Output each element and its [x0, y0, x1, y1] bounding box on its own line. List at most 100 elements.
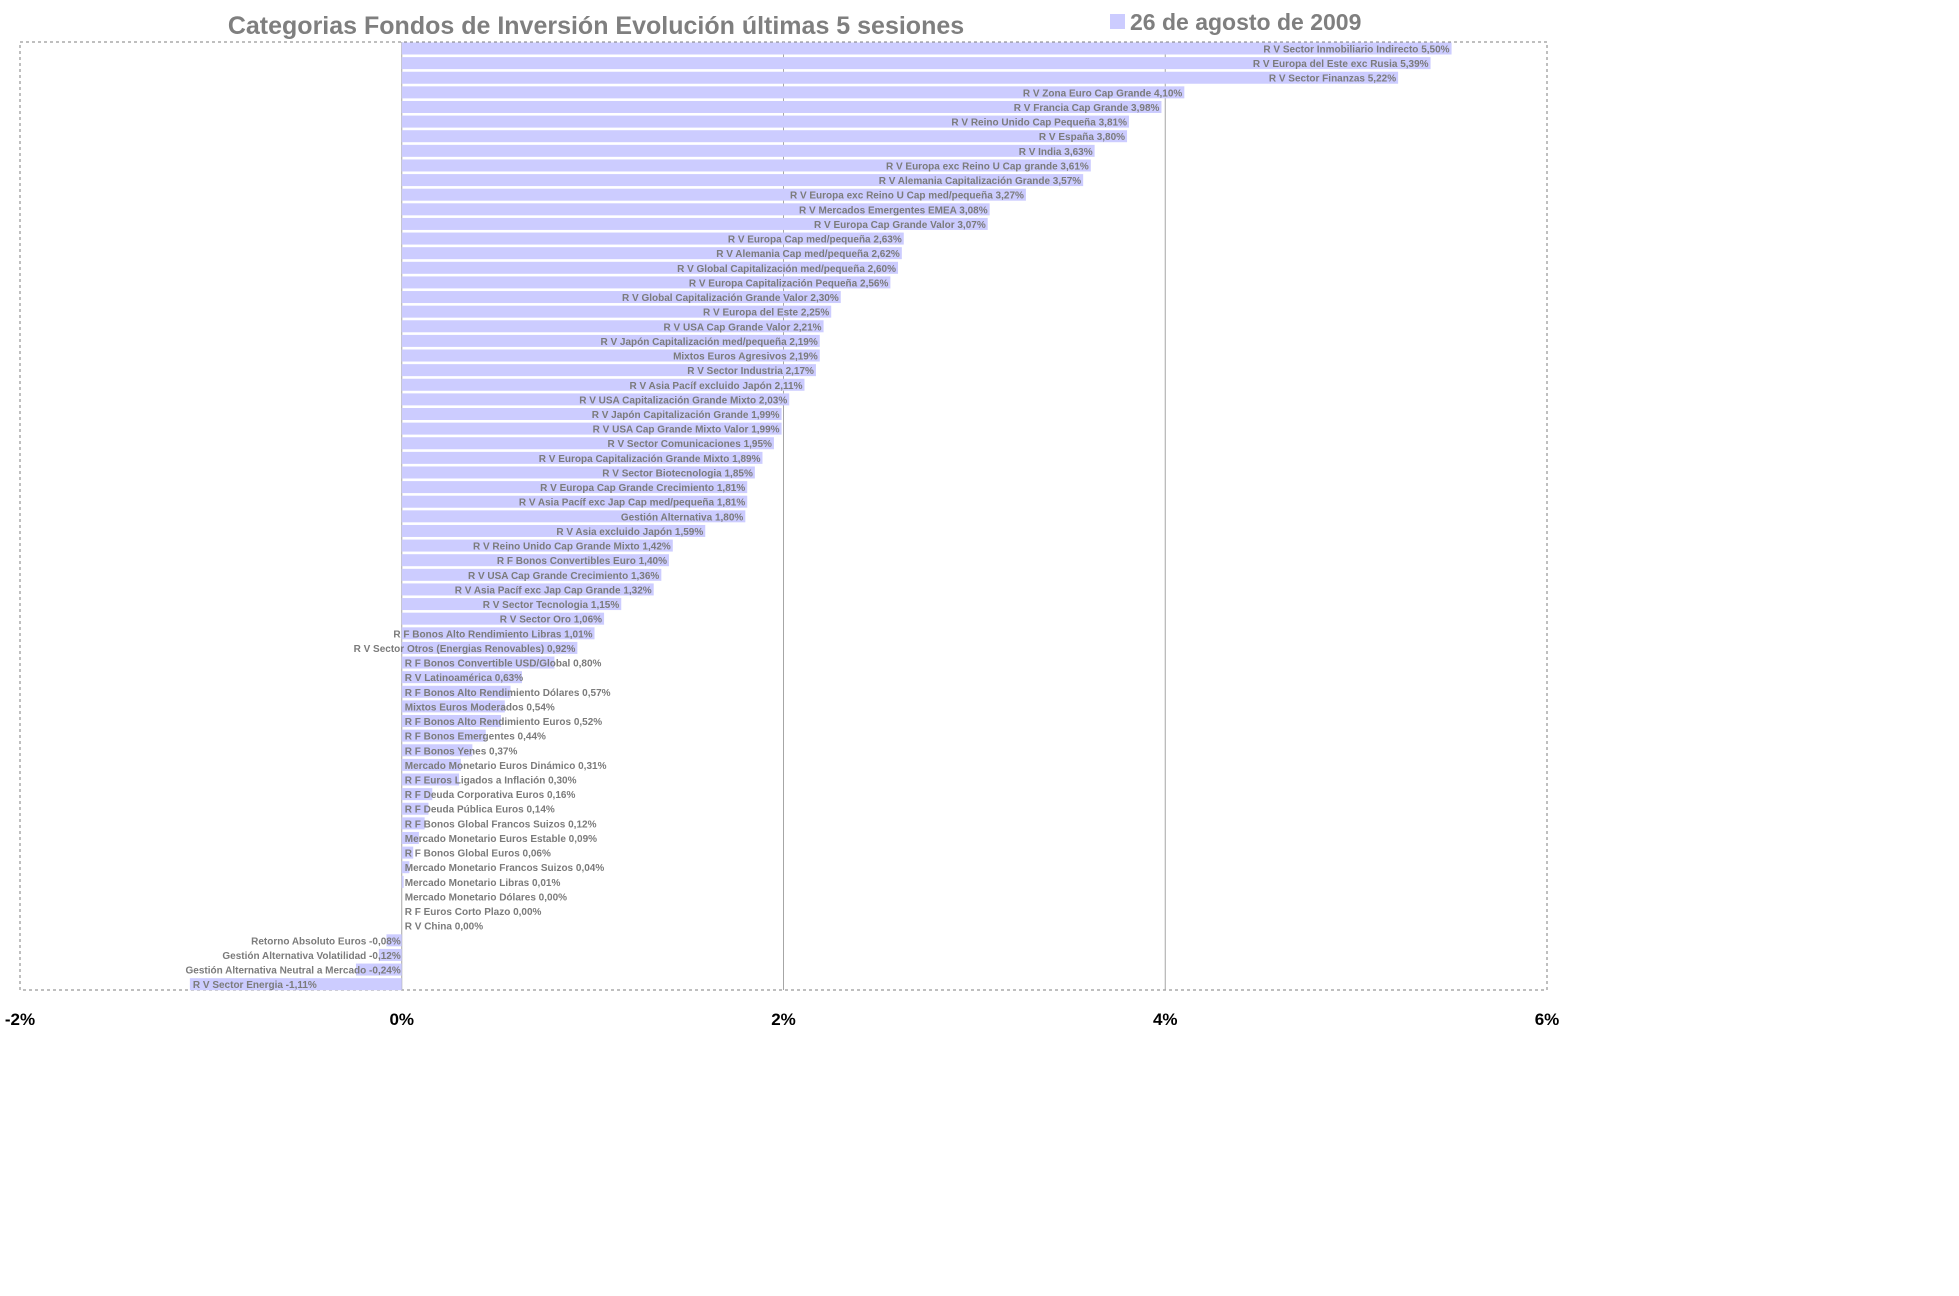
bar-label: R V Europa Capitalización Grande Mixto 1… — [539, 454, 761, 465]
legend-swatch — [1110, 14, 1125, 29]
bar-label: R V Japón Capitalización med/pequeña 2,1… — [600, 337, 817, 348]
bar — [401, 130, 1128, 143]
bar-label: R V Alemania Capitalización Grande 3,57% — [879, 176, 1082, 187]
bar — [401, 802, 429, 815]
bar — [401, 539, 673, 552]
bar-label: R V USA Cap Grande Valor 2,21% — [664, 322, 822, 333]
x-tick-label: 2% — [771, 1010, 796, 1029]
bar — [401, 875, 404, 888]
legend: 26 de agosto de 2009 — [1110, 9, 1361, 35]
bar-label: Mercado Monetario Francos Suizos 0,04% — [405, 863, 605, 874]
bar-label: R V Zona Euro Cap Grande 4,10% — [1023, 88, 1183, 99]
bar-label: R V Sector Industria 2,17% — [687, 366, 814, 377]
bar — [401, 466, 755, 479]
bar — [401, 203, 990, 216]
bar — [401, 349, 820, 362]
bar — [401, 276, 891, 289]
bar — [401, 510, 746, 523]
legend-label: 26 de agosto de 2009 — [1130, 9, 1361, 35]
bar — [401, 86, 1185, 99]
bar-label: R V Global Capitalización Grande Valor 2… — [622, 293, 839, 304]
bar — [401, 232, 904, 245]
bar-label: R V Japón Capitalización Grande 1,99% — [592, 410, 780, 421]
bar-label: R F Bonos Alto Rendimiento Euros 0,52% — [405, 717, 603, 728]
bar-label: R F Bonos Global Francos Suizos 0,12% — [405, 819, 597, 830]
bar-label: R V Asia excluido Japón 1,59% — [556, 527, 703, 538]
bar — [355, 963, 402, 976]
bar — [401, 685, 511, 698]
bar — [401, 641, 578, 654]
bar — [401, 334, 820, 347]
bar-label: R V Alemania Cap med/pequeña 2,62% — [716, 249, 900, 260]
bar — [401, 100, 1162, 113]
bar-label: R F Bonos Yenes 0,37% — [405, 746, 518, 757]
bar — [401, 57, 1431, 70]
bar — [401, 408, 782, 420]
bar-labels: R V Sector Inmobiliario Indirecto 5,50% R… — [185, 45, 1449, 992]
bar-label: Mixtos Euros Agresivos 2,19% — [673, 352, 818, 363]
bar-label: R V Sector Otros (Energias Renovables) 0… — [354, 644, 576, 655]
bar — [401, 393, 790, 406]
bar-label: R V Latinoamérica 0,63% — [405, 673, 523, 684]
bar — [401, 524, 706, 537]
bar — [401, 671, 523, 684]
bar-label: R V Sector Biotecnologia 1,85% — [602, 468, 753, 479]
x-axis: -2% 0% 2% 4% 6% — [5, 1010, 1559, 1029]
bar — [386, 934, 402, 947]
bar — [401, 729, 486, 742]
bar-label: R V USA Capitalización Grande Mixto 2,03… — [579, 395, 787, 406]
bar-label: R V Sector Tecnologia 1,15% — [483, 600, 620, 611]
bar — [401, 744, 473, 757]
bar-label: R F Bonos Global Euros 0,06% — [405, 849, 551, 860]
x-tick-label: 0% — [389, 1010, 414, 1029]
bar-label: R V Europa exc Reino U Cap med/pequeña 3… — [790, 191, 1024, 202]
bar-label: R V Asia Pacíf exc Jap Cap Grande 1,32% — [455, 585, 652, 596]
bar — [401, 817, 425, 830]
bar — [401, 422, 782, 435]
bar — [401, 305, 832, 318]
bar — [401, 612, 605, 625]
bar-label: R V Asia Pacíf excluido Japón 2,11% — [629, 381, 802, 392]
bar-label: R V Francia Cap Grande 3,98% — [1014, 103, 1160, 114]
bar-label: R V Europa Cap Grande Crecimiento 1,81% — [540, 483, 745, 494]
bar — [401, 758, 461, 771]
bar — [378, 948, 402, 961]
x-tick-label: -2% — [5, 1010, 35, 1029]
chart-title: Categorias Fondos de Inversión Evolución… — [228, 12, 964, 40]
bar — [401, 656, 555, 669]
bar — [401, 159, 1091, 172]
bar — [401, 174, 1084, 187]
bar-label: R F Euros Corto Plazo 0,00% — [405, 907, 542, 918]
bar-label: R V Sector Comunicaciones 1,95% — [607, 439, 772, 450]
bar — [401, 261, 899, 274]
bar — [401, 247, 902, 260]
bar-label: R V Mercados Emergentes EMEA 3,08% — [799, 205, 988, 216]
bar-label: R F Bonos Convertibles Euro 1,40% — [497, 556, 667, 567]
bar-label: R V Europa del Este exc Rusia 5,39% — [1253, 59, 1429, 70]
bar — [401, 144, 1095, 157]
bar-chart: Categorias Fondos de Inversión Evolución… — [5, 9, 1559, 1029]
bar — [401, 715, 502, 728]
bar — [401, 627, 595, 640]
x-tick-label: 4% — [1153, 1010, 1178, 1029]
bar — [401, 495, 748, 508]
bar-label: R V USA Cap Grande Mixto Valor 1,99% — [593, 425, 780, 436]
bar — [401, 831, 419, 844]
bar — [401, 700, 505, 713]
bar — [401, 115, 1129, 128]
bar-label: Gestión Alternativa 1,80% — [621, 512, 744, 523]
bar — [401, 217, 988, 230]
bar — [401, 42, 1452, 55]
bar-label: R F Deuda Corporativa Euros 0,16% — [405, 790, 576, 801]
bar-label: R V India 3,63% — [1019, 147, 1093, 158]
bar — [401, 71, 1399, 84]
bar-label: R V China 0,00% — [405, 922, 483, 933]
bar — [401, 598, 622, 611]
bar-label: R F Bonos Emergentes 0,44% — [405, 732, 546, 743]
bar — [401, 291, 841, 304]
bar-label: R V Sector Energia -1,11% — [193, 980, 317, 991]
bar-label: Mercado Monetario Euros Estable 0,09% — [405, 834, 597, 845]
bar-label: Gestión Alternativa Volatilidad -0,12% — [222, 951, 400, 962]
bar — [401, 846, 414, 859]
bar-label: R V Europa Capitalización Pequeña 2,56% — [689, 278, 889, 289]
